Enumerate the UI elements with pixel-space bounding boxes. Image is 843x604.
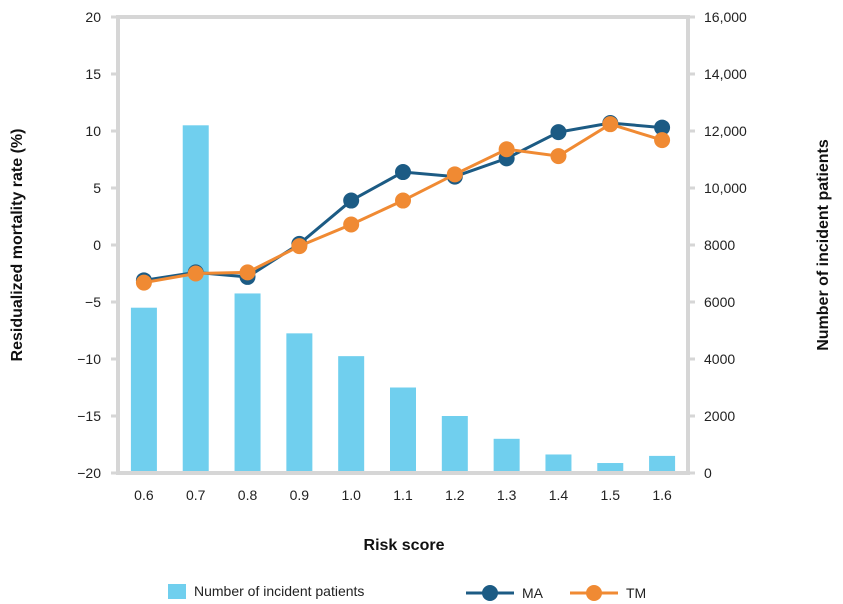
x-tick-label: 1.4 <box>549 487 569 503</box>
x-axis-ticks: 0.6 0.7 0.8 0.9 1.0 1.1 1.2 1.3 1.4 1.5 1.6 <box>134 487 672 503</box>
bar-1.4 <box>545 454 572 473</box>
left-tick-label: −10 <box>77 351 101 367</box>
x-tick-label: 0.6 <box>134 487 154 503</box>
legend: Number of incident patients MA TM <box>0 583 843 603</box>
bar-1.0 <box>338 356 365 473</box>
bar-1.3 <box>493 438 520 473</box>
point-tm-0.8 <box>239 264 256 281</box>
point-tm-1.6 <box>654 132 671 149</box>
left-tick-label: 15 <box>85 66 101 82</box>
point-tm-0.6 <box>135 274 152 291</box>
bar-0.9 <box>286 333 313 473</box>
bar-1.1 <box>390 387 416 473</box>
legend-item-incident-patients: Number of incident patients <box>168 583 364 599</box>
line-series <box>135 115 671 291</box>
point-tm-0.7 <box>187 265 204 282</box>
left-tick-label: −5 <box>85 294 101 310</box>
right-tick-label: 12,000 <box>704 123 747 139</box>
x-tick-label: 1.2 <box>445 487 465 503</box>
point-ma-1.0 <box>343 192 360 209</box>
point-ma-1.4 <box>550 124 567 141</box>
legend-item-tm: TM <box>570 583 646 603</box>
right-tick-label: 2000 <box>704 408 735 424</box>
x-tick-label: 1.3 <box>497 487 517 503</box>
left-axis-ticks: 20 15 10 5 0 −5 −10 −15 −20 <box>77 9 118 481</box>
bar-1.5 <box>597 463 624 473</box>
left-tick-label: −15 <box>77 408 101 424</box>
point-ma-1.1 <box>395 164 411 181</box>
right-tick-label: 14,000 <box>704 66 747 82</box>
left-tick-label: 5 <box>93 180 101 196</box>
chart: 20 15 10 5 0 −5 −10 −15 −20 16,000 14,000 12,000 10… <box>9 9 832 554</box>
left-tick-label: −20 <box>77 465 101 481</box>
left-tick-label: 20 <box>85 9 101 25</box>
point-tm-1.2 <box>446 166 463 183</box>
bar-1.2 <box>441 416 468 473</box>
left-tick-label: 0 <box>93 237 101 253</box>
legend-label-ma: MA <box>522 585 543 601</box>
legend-label-incident-patients: Number of incident patients <box>194 583 365 599</box>
right-tick-label: 16,000 <box>704 9 747 25</box>
x-tick-label: 0.8 <box>238 487 258 503</box>
legend-swatch-tm <box>570 585 618 601</box>
x-tick-label: 0.7 <box>186 487 206 503</box>
point-ma-1.6 <box>654 119 671 136</box>
x-tick-label: 1.0 <box>341 487 361 503</box>
right-tick-label: 4000 <box>704 351 735 367</box>
point-tm-0.9 <box>291 238 308 255</box>
bar-0.8 <box>234 293 261 473</box>
x-tick-label: 1.1 <box>393 487 413 503</box>
left-axis-title: Residualized mortality rate (%) <box>9 129 26 362</box>
right-tick-label: 0 <box>704 465 712 481</box>
point-tm-1.5 <box>602 116 619 133</box>
x-tick-label: 0.9 <box>290 487 310 503</box>
x-tick-label: 1.5 <box>601 487 621 503</box>
legend-label-tm: TM <box>626 585 647 601</box>
bar-series-incident-patients <box>130 125 676 474</box>
right-tick-label: 6000 <box>704 294 735 310</box>
legend-item-ma: MA <box>466 583 543 603</box>
legend-swatch-bar <box>168 583 186 599</box>
right-axis-ticks: 16,000 14,000 12,000 10,000 8000 6000 4000 2000… <box>688 9 747 481</box>
bar-1.6 <box>649 455 676 473</box>
point-tm-1.1 <box>395 192 411 209</box>
point-tm-1.0 <box>343 216 360 233</box>
x-axis-title: Risk score <box>364 537 445 554</box>
point-tm-1.3 <box>498 141 515 158</box>
bar-0.6 <box>130 307 157 473</box>
point-tm-1.4 <box>550 148 567 165</box>
bar-0.7 <box>182 125 209 474</box>
left-tick-label: 10 <box>85 123 101 139</box>
right-axis-title: Number of incident patients <box>815 139 832 351</box>
x-tick-label: 1.6 <box>652 487 672 503</box>
legend-swatch-ma <box>466 585 514 601</box>
right-tick-label: 10,000 <box>704 180 747 196</box>
right-tick-label: 8000 <box>704 237 735 253</box>
